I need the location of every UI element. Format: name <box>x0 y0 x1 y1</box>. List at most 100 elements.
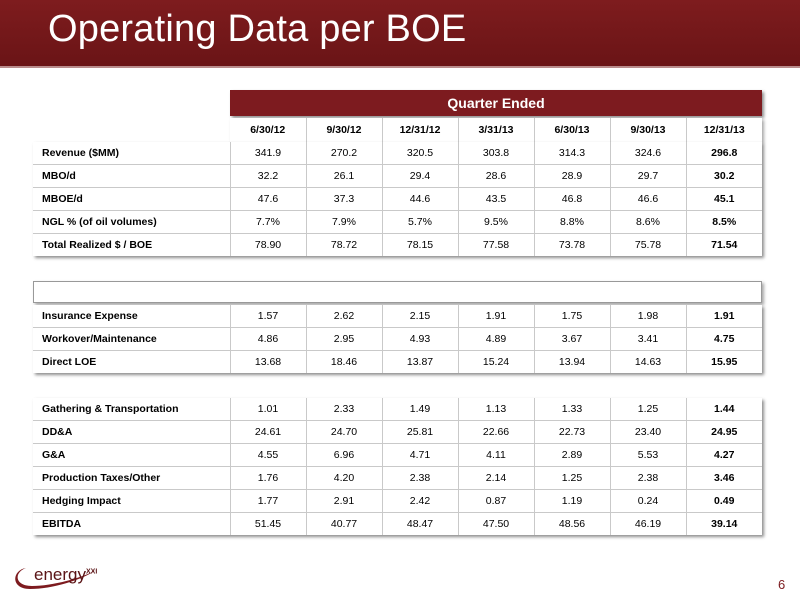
table-cell: 29.7 <box>610 164 687 188</box>
table-cell: 3.46 <box>686 466 762 490</box>
table-cell: 2.14 <box>458 466 535 490</box>
row-label: Hedging Impact <box>33 489 231 513</box>
table-cell: 1.76 <box>230 466 307 490</box>
table-cell: 3.41 <box>610 327 687 351</box>
table-cell: 48.56 <box>534 512 611 535</box>
table-cell: 78.72 <box>306 233 383 256</box>
table-cell: 15.95 <box>711 356 738 368</box>
table-cell: 1.19 <box>534 489 611 513</box>
table-cell: 1.01 <box>230 398 307 421</box>
row-label: MBOE/d <box>33 187 231 211</box>
table-row: Revenue ($MM) 341.9 270.2 320.5 303.8 314.3 32… <box>33 142 762 165</box>
row-label: Total Realized $ / BOE <box>33 233 231 256</box>
table-cell: 303.8 <box>458 142 535 165</box>
table-cell: 8.5% <box>686 210 762 234</box>
table-cell: 4.71 <box>382 443 459 467</box>
table-cell: 0.49 <box>686 489 762 513</box>
table-cell: 7.7% <box>230 210 307 234</box>
table-cell: 4.86 <box>230 327 307 351</box>
table-cell: 40.77 <box>306 512 383 535</box>
lease-operating-header <box>33 281 762 303</box>
table-row: MBOE/d 47.6 37.3 44.6 43.5 46.8 46.6 45.1 <box>33 187 762 211</box>
table-cell: 4.20 <box>306 466 383 490</box>
table-cell: 28.9 <box>534 164 611 188</box>
table-row: G&A 4.55 6.96 4.71 4.11 2.89 5.53 4.27 <box>33 443 762 467</box>
table-cell: 1.91 <box>686 305 762 328</box>
table-cell: 8.6% <box>610 210 687 234</box>
table-cell: 4.11 <box>458 443 535 467</box>
date-header: 6/30/12 9/30/12 12/31/12 3/31/13 6/30/13 9/30… <box>230 118 762 142</box>
table-cell: 22.73 <box>534 420 611 444</box>
table-cell: 13.87 <box>382 350 459 373</box>
table-cell: 77.58 <box>458 233 535 256</box>
table-cell: 46.6 <box>610 187 687 211</box>
table-cell: 1.77 <box>230 489 307 513</box>
column-header: 6/30/12 <box>230 118 307 142</box>
row-label: Direct LOE <box>33 350 231 373</box>
table-cell: 1.91 <box>458 305 535 328</box>
title-bar <box>0 0 800 66</box>
table-cell: 78.15 <box>382 233 459 256</box>
table-cell: 47.50 <box>458 512 535 535</box>
table-cell: 3.67 <box>534 327 611 351</box>
row-label: MBO/d <box>33 164 231 188</box>
table-cell: 4.89 <box>458 327 535 351</box>
table-cell: 39.14 <box>711 518 738 530</box>
table-cell: 7.9% <box>306 210 383 234</box>
table-cell: 2.42 <box>382 489 459 513</box>
table-cell: 1.49 <box>382 398 459 421</box>
table-cell: 5.7% <box>382 210 459 234</box>
table-cell: 18.46 <box>306 350 383 373</box>
table-cell: 2.38 <box>382 466 459 490</box>
column-header: 6/30/13 <box>534 118 611 142</box>
row-label: Insurance Expense <box>33 305 231 328</box>
table-row: Hedging Impact 1.77 2.91 2.42 0.87 1.19 0.24 0.… <box>33 489 762 513</box>
table-cell: 47.6 <box>230 187 307 211</box>
logo-wordmark: energyXXI <box>34 565 98 584</box>
table-cell: 14.63 <box>610 350 687 373</box>
table-cell: 46.19 <box>610 512 687 535</box>
table-cell: 2.95 <box>306 327 383 351</box>
table-row: Gathering & Transportation 1.01 2.33 1.49 1.… <box>33 398 762 421</box>
table-cell: 13.68 <box>230 350 307 373</box>
revenue-table: Revenue ($MM) 341.9 270.2 320.5 303.8 314.3 32… <box>33 142 762 256</box>
row-label: NGL % (of oil volumes) <box>33 210 231 234</box>
page-number: 6 <box>778 577 786 592</box>
table-cell: 2.62 <box>306 305 383 328</box>
expense-table: Gathering & Transportation 1.01 2.33 1.49 1.… <box>33 398 762 535</box>
row-label: Revenue ($MM) <box>33 142 231 165</box>
table-cell: 9.5% <box>458 210 535 234</box>
table-cell: 1.25 <box>610 398 687 421</box>
table-cell: 46.8 <box>534 187 611 211</box>
table-cell: 0.24 <box>610 489 687 513</box>
table-cell: 22.66 <box>458 420 535 444</box>
table-cell: 4.93 <box>382 327 459 351</box>
table-cell: 324.6 <box>610 142 687 165</box>
table-row: Total Realized $ / BOE 78.90 78.72 78.15 77.… <box>33 233 762 256</box>
table-row: NGL % (of oil volumes) 7.7% 7.9% 5.7% 9.5% 8.… <box>33 210 762 234</box>
row-label: Workover/Maintenance <box>33 327 231 351</box>
table-cell: 2.91 <box>306 489 383 513</box>
table-cell: 296.8 <box>686 142 762 165</box>
table-cell: 15.24 <box>458 350 535 373</box>
table-cell: 73.78 <box>534 233 611 256</box>
row-label: G&A <box>33 443 231 467</box>
table-cell: 24.95 <box>686 420 762 444</box>
table-cell: 75.78 <box>610 233 687 256</box>
quarter-header: Quarter Ended <box>230 90 762 116</box>
table-cell: 30.2 <box>686 164 762 188</box>
table-cell: 6.96 <box>306 443 383 467</box>
table-cell: 2.15 <box>382 305 459 328</box>
title-divider <box>0 66 800 68</box>
table-cell: 29.4 <box>382 164 459 188</box>
table-cell: 1.13 <box>458 398 535 421</box>
table-cell: 5.53 <box>610 443 687 467</box>
table-cell: 26.1 <box>306 164 383 188</box>
table-cell: 13.94 <box>534 350 611 373</box>
column-header: 9/30/12 <box>306 118 383 142</box>
table-cell: 44.6 <box>382 187 459 211</box>
table-cell: 1.98 <box>610 305 687 328</box>
table-cell: 45.1 <box>686 187 762 211</box>
table-row: EBITDA 51.45 40.77 48.47 47.50 48.56 46.19 39.1… <box>33 512 762 535</box>
loe-table: Insurance Expense 1.57 2.62 2.15 1.91 1.75 1.9… <box>33 305 762 373</box>
